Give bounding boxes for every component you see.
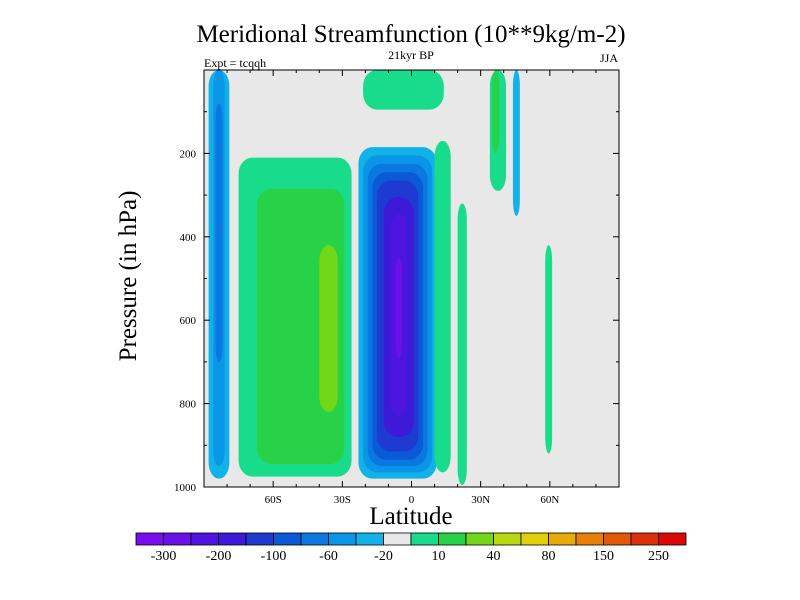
colorbar-swatch bbox=[328, 532, 357, 546]
y-axis-label: Pressure (in hPa) bbox=[115, 191, 142, 362]
colorbar-swatch bbox=[163, 532, 192, 546]
colorbar: -300 -200 -100 -60 -20 10 40 80 150 250 bbox=[135, 532, 687, 564]
colorbar-label: -300 bbox=[151, 549, 177, 564]
colorbar-swatch bbox=[630, 532, 659, 546]
x-tick-label: 30S bbox=[334, 494, 351, 506]
chart-subtitle-center: 21kyr BP bbox=[388, 48, 434, 62]
colorbar-swatch bbox=[438, 532, 467, 546]
colorbar-swatch bbox=[273, 532, 302, 546]
colorbar-label: -200 bbox=[206, 549, 232, 564]
colorbar-label: -100 bbox=[261, 549, 287, 564]
x-tick-label: 0 bbox=[409, 494, 415, 506]
colorbar-label: 250 bbox=[648, 549, 669, 564]
axes: 60S 30S 0 30N 60N 200 400 600 800 1000 bbox=[174, 69, 620, 506]
colorbar-swatch bbox=[355, 532, 384, 546]
contour-tropical-positive-band-b bbox=[457, 203, 467, 485]
x-axis-label: Latitude bbox=[369, 503, 452, 530]
colorbar-swatch bbox=[135, 532, 164, 546]
plot-area bbox=[204, 70, 619, 487]
y-tick-label: 800 bbox=[180, 399, 197, 411]
y-tick-label: 400 bbox=[180, 232, 197, 244]
contour-nh-midlat-streak bbox=[545, 245, 553, 454]
colorbar-swatch bbox=[603, 532, 632, 546]
colorbar-label: -20 bbox=[374, 549, 393, 564]
x-tick-label: 30N bbox=[471, 494, 490, 506]
colorbar-swatch bbox=[410, 532, 439, 546]
contour-hadley-top-positive bbox=[363, 70, 444, 110]
colorbar-swatch bbox=[658, 532, 687, 546]
contour-nh-upper-streak bbox=[492, 70, 500, 154]
chart-subtitle-left: Expt = tcqqh bbox=[204, 56, 266, 70]
colorbar-swatch bbox=[190, 532, 219, 546]
colorbar-label: 80 bbox=[542, 549, 556, 564]
colorbar-swatch bbox=[383, 532, 412, 546]
contour-hadley-cell-core bbox=[395, 257, 403, 358]
y-tick-label: 200 bbox=[180, 148, 197, 160]
colorbar-swatch bbox=[465, 532, 494, 546]
colorbar-swatch bbox=[493, 532, 522, 546]
colorbar-swatch bbox=[245, 532, 274, 546]
y-tick-label: 1000 bbox=[174, 482, 197, 494]
colorbar-swatch bbox=[300, 532, 329, 546]
contour-nh-negative-streak bbox=[512, 70, 520, 216]
x-tick-label: 60N bbox=[540, 494, 559, 506]
colorbar-label: 150 bbox=[593, 549, 614, 564]
colorbar-label: 40 bbox=[487, 549, 501, 564]
chart-subtitle-right: JJA bbox=[600, 51, 618, 65]
colorbar-swatch bbox=[575, 532, 604, 546]
x-tick-label: 60S bbox=[265, 494, 282, 506]
y-tick-label: 600 bbox=[180, 315, 197, 327]
colorbar-label: 10 bbox=[432, 549, 446, 564]
colorbar-label: -60 bbox=[319, 549, 338, 564]
colorbar-swatch bbox=[520, 532, 549, 546]
colorbar-swatch bbox=[548, 532, 577, 546]
contour-sh-polar-cell-core bbox=[215, 103, 223, 362]
colorbar-swatch bbox=[218, 532, 247, 546]
chart-title: Meridional Streamfunction (10**9kg/m-2) bbox=[196, 21, 625, 48]
contour-sh-ferrel-cell-core bbox=[319, 245, 338, 412]
contour-tropical-positive-band-a bbox=[434, 140, 451, 473]
